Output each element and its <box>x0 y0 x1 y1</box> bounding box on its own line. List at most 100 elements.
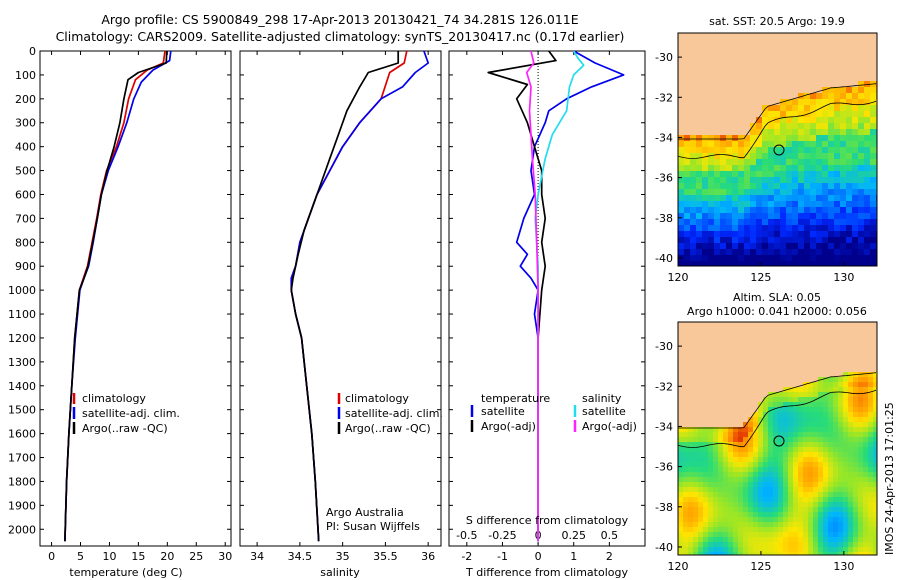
sst-cell <box>822 195 829 202</box>
sst-cell <box>780 249 787 256</box>
sla-cell <box>818 412 824 418</box>
sst-cell <box>852 207 859 214</box>
sla-cell <box>783 477 789 483</box>
sst-cell <box>774 219 781 226</box>
sla-cell <box>698 537 704 543</box>
sla-cell <box>813 437 819 443</box>
sla-cell <box>753 507 759 513</box>
sst-cell <box>858 219 865 226</box>
sst-cell <box>762 261 769 266</box>
sst-cell <box>684 243 691 250</box>
sla-cell <box>873 422 877 428</box>
sla-cell <box>793 527 799 533</box>
sla-cell <box>838 452 844 458</box>
sla-cell <box>818 532 824 538</box>
sla-cell <box>873 427 877 433</box>
sst-cell <box>684 249 691 256</box>
x-tick-label: -1 <box>497 550 508 563</box>
sst-cell <box>744 207 751 214</box>
sla-cell <box>773 517 779 523</box>
sla-cell <box>848 422 854 428</box>
sst-cell <box>798 141 805 148</box>
y-tick-label: -32 <box>655 91 673 104</box>
sst-cell <box>780 141 787 148</box>
sla-cell <box>743 517 749 523</box>
sst-cell <box>774 237 781 244</box>
sla-cell <box>768 527 774 533</box>
sla-cell <box>863 457 869 463</box>
sla-cell <box>833 402 839 408</box>
sst-cell <box>792 213 799 220</box>
sla-cell <box>723 462 729 468</box>
y-tick-label: -34 <box>655 131 673 144</box>
sst-cell <box>756 243 763 250</box>
sla-cell <box>718 477 724 483</box>
x-tick-label: 1 <box>570 550 577 563</box>
sla-cell <box>858 537 864 543</box>
sla-cell <box>853 527 859 533</box>
sst-cell <box>798 165 805 172</box>
sla-cell <box>808 392 814 398</box>
sla-cell <box>708 502 714 508</box>
sst-cell <box>804 243 811 250</box>
sst-cell <box>810 159 817 166</box>
sst-cell <box>690 213 697 220</box>
sst-cell <box>720 135 727 142</box>
sla-cell <box>873 542 877 548</box>
sst-cell <box>816 93 823 100</box>
sst-cell <box>744 225 751 232</box>
sst-cell <box>768 243 775 250</box>
x-tick-label: 15 <box>131 550 145 563</box>
sst-cell <box>852 219 859 226</box>
sst-cell <box>750 135 757 142</box>
sla-cell <box>768 437 774 443</box>
sla-cell <box>748 442 754 448</box>
sla-cell <box>693 497 699 503</box>
sla-cell <box>708 482 714 488</box>
sla-cell <box>783 437 789 443</box>
sla-cell <box>803 412 809 418</box>
sst-cell <box>834 153 841 160</box>
sla-cell <box>803 387 809 393</box>
sst-cell <box>798 105 805 112</box>
sla-cell <box>753 452 759 458</box>
sst-cell <box>792 165 799 172</box>
sla-cell <box>713 552 719 555</box>
sla-cell <box>793 472 799 478</box>
sst-cell <box>840 159 847 166</box>
sla-cell <box>683 502 689 508</box>
sla-cell <box>718 517 724 523</box>
sla-cell <box>728 497 734 503</box>
sst-cell <box>792 123 799 130</box>
sla-cell <box>838 427 844 433</box>
sla-cell <box>798 502 804 508</box>
sla-cell <box>683 547 689 553</box>
sst-cell <box>762 243 769 250</box>
sla-cell <box>863 397 869 403</box>
sst-cell <box>762 207 769 214</box>
sla-cell <box>688 537 694 543</box>
sst-cell <box>786 135 793 142</box>
y-tick-label: -32 <box>655 380 673 393</box>
sla-cell <box>763 467 769 473</box>
sla-cell <box>788 537 794 543</box>
sla-cell <box>678 427 684 433</box>
sla-cell <box>773 522 779 528</box>
sst-cell <box>684 165 691 172</box>
sla-cell <box>713 522 719 528</box>
sst-cell <box>852 261 859 266</box>
sst-cell <box>756 255 763 262</box>
sla-cell <box>783 407 789 413</box>
sla-cell <box>778 512 784 518</box>
sla-cell <box>683 437 689 443</box>
sla-cell <box>688 542 694 548</box>
sst-cell <box>780 117 787 124</box>
sla-cell <box>833 377 839 383</box>
sst-cell <box>768 183 775 190</box>
sla-cell <box>733 487 739 493</box>
sst-cell <box>738 213 745 220</box>
sst-cell <box>822 189 829 196</box>
sla-cell <box>848 552 854 555</box>
sst-cell <box>678 225 685 232</box>
sst-cell <box>780 207 787 214</box>
